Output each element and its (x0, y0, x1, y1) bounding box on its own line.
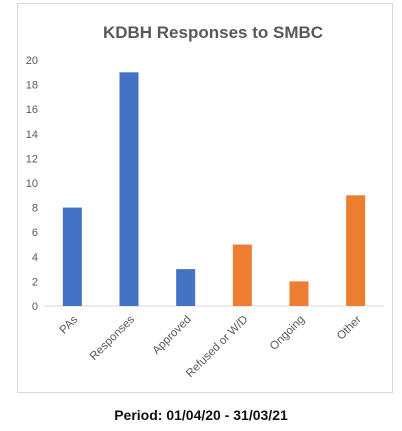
y-tick-label: 10 (26, 178, 38, 190)
y-tick-label: 6 (32, 227, 38, 239)
y-tick-label: 0 (32, 301, 38, 313)
chart-card (17, 3, 393, 393)
x-category-label: Other (335, 314, 364, 343)
bar-chart: KDBH Responses to SMBC 0 2 4 6 8 10 12 14 16 18 20… (26, 23, 384, 380)
y-tick-label: 20 (26, 55, 38, 67)
x-category-label: PAs (58, 313, 81, 336)
y-tick-label: 18 (26, 80, 38, 92)
x-category-label: Ongoing (268, 314, 307, 353)
y-tick-label: 16 (26, 104, 38, 116)
x-category-label: Responses (88, 313, 137, 362)
bar-responses (119, 72, 139, 306)
chart-title: KDBH Responses to SMBC (103, 23, 323, 42)
y-tick-label: 4 (32, 252, 38, 264)
bar-approved (176, 269, 196, 306)
bar-refused-or-w-d (232, 244, 252, 306)
bar-ongoing (289, 281, 309, 306)
bars (62, 72, 366, 306)
y-tick-label: 12 (26, 153, 38, 165)
x-category-label: Refused or W/D (184, 314, 250, 380)
y-axis: 0 2 4 6 8 10 12 14 16 18 20 (26, 55, 38, 313)
y-tick-label: 8 (32, 203, 38, 215)
bar-pas (62, 207, 82, 306)
bar-other (346, 195, 366, 306)
y-tick-label: 2 (32, 276, 38, 288)
y-tick-label: 14 (26, 129, 38, 141)
period-caption: Period: 01/04/20 - 31/03/21 (114, 407, 288, 423)
x-category-label: Approved (150, 314, 193, 357)
